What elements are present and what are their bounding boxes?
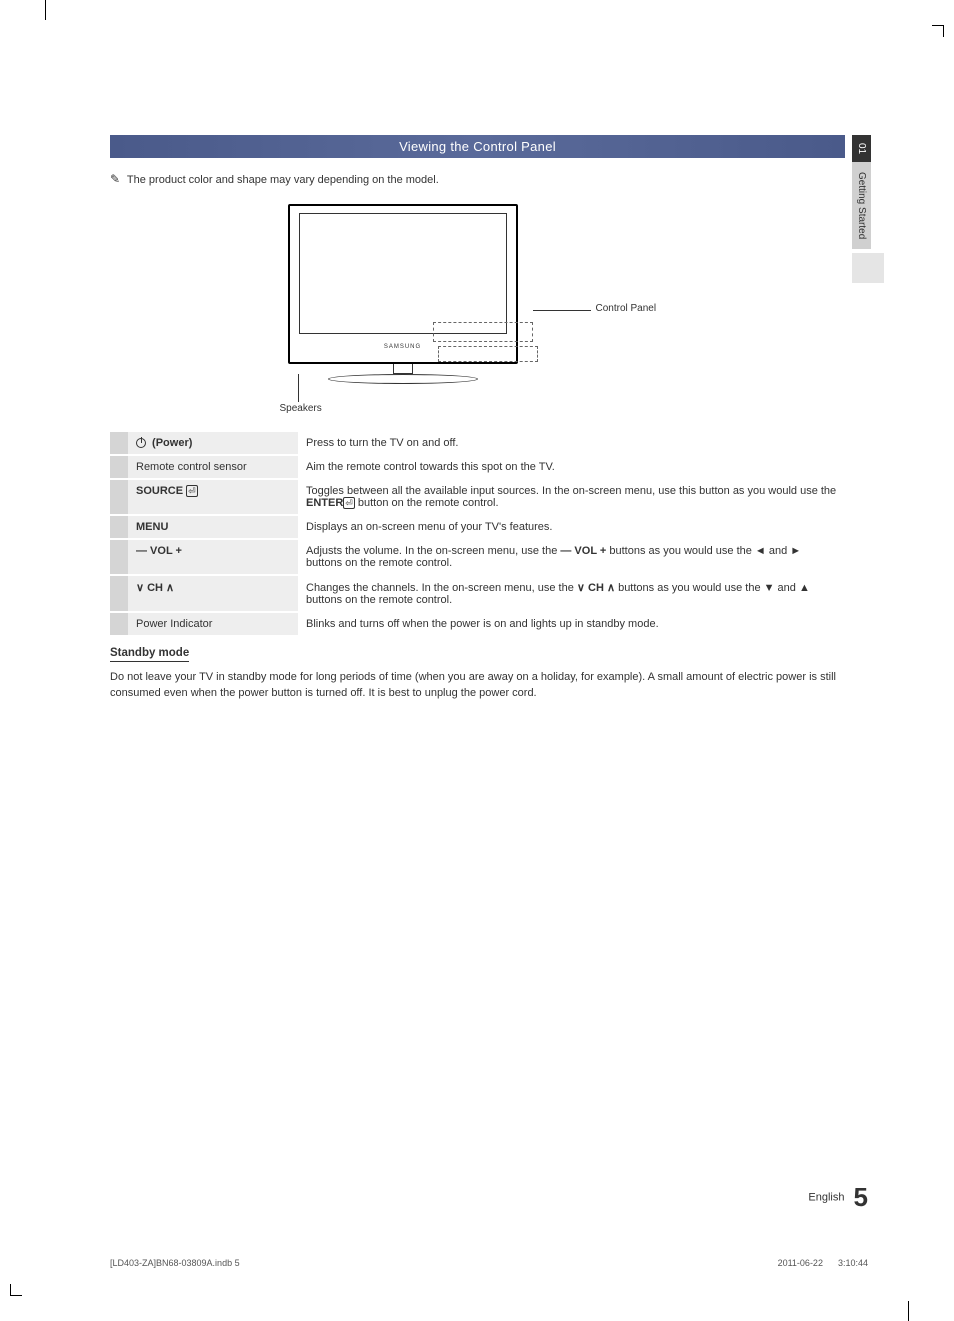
enter-icon: ⏎: [186, 485, 198, 497]
controls-table: (Power)Press to turn the TV on and off. …: [110, 432, 845, 635]
table-row: MENU Displays an on-screen menu of your T…: [110, 515, 845, 539]
chapter-title: Getting Started: [852, 162, 871, 249]
row-accent-bar: [110, 479, 128, 515]
page-number: 5: [854, 1182, 868, 1212]
control-description: Blinks and turns off when the power is o…: [298, 612, 845, 635]
crop-mark: [943, 25, 944, 37]
control-description: Aim the remote control towards this spot…: [298, 455, 845, 479]
control-label-text: ∨ CH ∧: [136, 582, 174, 594]
side-tab: 01 Getting Started: [852, 135, 884, 283]
control-label: ∨ CH ∧: [128, 575, 298, 612]
control-label-text: (Power): [149, 437, 192, 449]
callout-line: [533, 310, 591, 311]
callout-line: [298, 374, 299, 402]
row-accent-bar: [110, 432, 128, 455]
doc-timestamp: 2011-06-22 3:10:44: [778, 1258, 868, 1268]
chapter-number: 01: [852, 135, 871, 162]
doc-id: [LD403-ZA]BN68-03809A.indb 5: [110, 1258, 240, 1268]
crop-mark: [10, 1284, 11, 1296]
row-accent-bar: [110, 612, 128, 635]
table-row: ∨ CH ∧ Changes the channels. In the on-sc…: [110, 575, 845, 612]
table-row: Remote control sensor Aim the remote cont…: [110, 455, 845, 479]
footer-lang: English: [808, 1191, 844, 1203]
control-label-text: SOURCE: [136, 485, 183, 497]
page-footer-right: English 5: [808, 1182, 868, 1213]
control-label: SOURCE ⏎: [128, 479, 298, 515]
crop-mark: [908, 1301, 909, 1321]
tv-diagram: SAMSUNG Control Panel Speakers: [228, 204, 728, 424]
print-footer: [LD403-ZA]BN68-03809A.indb 5 2011-06-22 …: [110, 1258, 868, 1268]
control-description: Changes the channels. In the on-screen m…: [298, 575, 845, 612]
standby-body: Do not leave your TV in standby mode for…: [110, 670, 845, 702]
control-description: Toggles between all the available input …: [298, 479, 845, 515]
control-label-text: Power Indicator: [136, 618, 212, 630]
crop-mark: [45, 0, 46, 20]
control-label: MENU: [128, 515, 298, 539]
note-icon: ✎: [110, 172, 120, 186]
control-panel-highlight: [438, 346, 538, 362]
table-row: (Power) Press to turn the TV on and off.: [110, 432, 845, 455]
control-description: Adjusts the volume. In the on-screen men…: [298, 539, 845, 575]
control-label: — VOL +: [128, 539, 298, 575]
page-content: Viewing the Control Panel ✎ The product …: [110, 135, 845, 702]
note-row: ✎ The product color and shape may vary d…: [110, 172, 845, 186]
row-accent-bar: [110, 455, 128, 479]
control-panel-highlight: [433, 322, 533, 342]
side-tab-spacer: [852, 253, 884, 283]
power-icon: [136, 438, 146, 448]
control-label: Remote control sensor: [128, 455, 298, 479]
table-row: — VOL + Adjusts the volume. In the on-scr…: [110, 539, 845, 575]
speakers-label: Speakers: [280, 403, 322, 414]
control-description: Press to turn the TV on and off.: [298, 432, 845, 455]
control-label: (Power): [128, 432, 298, 455]
table-row: Power Indicator Blinks and turns off when…: [110, 612, 845, 635]
control-description: Displays an on-screen menu of your TV's …: [298, 515, 845, 539]
control-label-text: — VOL +: [136, 545, 182, 557]
tv-screen: [299, 213, 507, 334]
control-panel-label: Control Panel: [596, 303, 657, 314]
enter-icon: ⏎: [343, 497, 355, 509]
table-row: SOURCE ⏎Toggles between all the availabl…: [110, 479, 845, 515]
crop-mark: [10, 1295, 22, 1296]
row-accent-bar: [110, 539, 128, 575]
tv-stand: [308, 364, 498, 394]
control-label-text: Remote control sensor: [136, 461, 247, 473]
row-accent-bar: [110, 575, 128, 612]
row-accent-bar: [110, 515, 128, 539]
control-label: Power Indicator: [128, 612, 298, 635]
control-label-text: MENU: [136, 521, 168, 533]
section-header: Viewing the Control Panel: [110, 135, 845, 158]
note-text: The product color and shape may vary dep…: [127, 174, 439, 186]
standby-heading: Standby mode: [110, 647, 189, 662]
